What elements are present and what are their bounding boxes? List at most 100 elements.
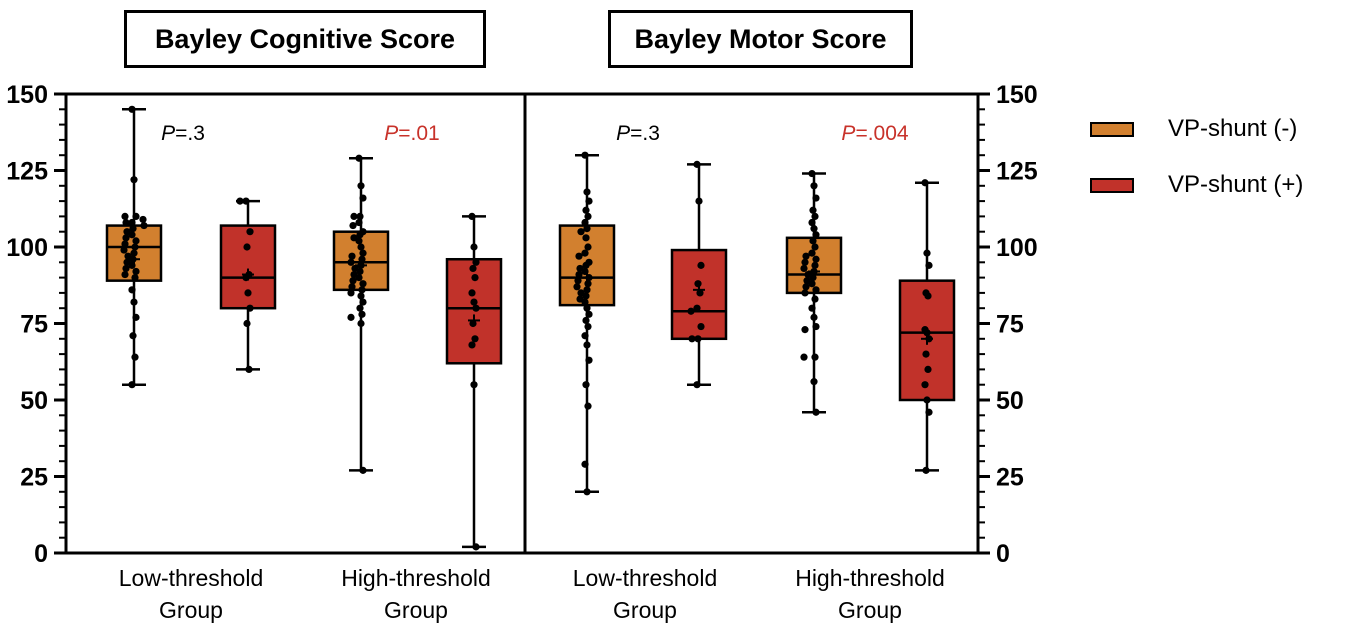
data-point [922,350,930,358]
data-point [925,408,933,416]
data-point [584,212,592,220]
legend: VP-shunt (-) VP-shunt (+) [1090,108,1303,220]
y-tick-label-right-50: 50 [996,387,1024,415]
data-point [357,292,365,300]
x-group-label-motor-1-line-1: Low-threshold [573,565,717,591]
box-motor-g2-shunt-pos [898,179,956,474]
data-point [468,289,476,297]
data-point [801,289,809,297]
data-point [697,261,705,269]
data-point [469,319,477,328]
x-group-label-cognitive-2-line-2: Group [384,597,448,623]
data-point [132,237,140,245]
data-point [357,319,365,328]
data-point [693,381,701,389]
data-point [129,332,137,340]
data-point [584,402,592,410]
data-point [130,298,138,306]
data-point [471,274,479,282]
y-tick-label-right-75: 75 [996,311,1024,339]
data-point [246,228,254,236]
data-point [800,264,808,273]
data-point [584,280,592,288]
data-point [130,249,138,257]
box-motor-g2-shunt-neg [785,169,843,416]
data-point [582,261,590,269]
data-point [358,255,366,263]
data-point [812,231,820,239]
data-point [472,258,480,266]
data-point [122,234,130,242]
data-point [129,225,137,233]
data-point [470,298,478,306]
data-point [924,365,932,373]
y-tick-label-left-0: 0 [34,540,48,568]
data-point [812,255,820,263]
data-point [359,298,367,306]
x-group-label-cognitive-2-line-1: High-threshold [341,565,491,591]
y-tick-label-left-125: 125 [6,158,48,186]
data-point [811,261,819,269]
data-point [236,197,244,205]
y-tick-label-left-100: 100 [6,234,48,262]
data-point [349,221,357,230]
data-point [122,264,130,273]
data-point [121,212,129,220]
p-value-cognitive-group-1: P=.3 [161,122,205,145]
data-point [583,225,591,233]
data-point [131,353,139,361]
data-point [801,258,809,266]
data-point [348,283,356,291]
data-point [925,335,933,343]
data-point [122,218,130,227]
data-point [810,313,818,321]
data-point [582,381,590,389]
data-point [582,292,590,300]
data-point [356,212,364,220]
box-motor-g1-shunt-pos [670,160,728,389]
data-point [581,267,589,276]
data-point [128,286,136,294]
p-value-motor-group-1: P=.3 [616,122,660,145]
data-point [359,249,367,257]
data-point [811,295,819,303]
data-point [811,243,819,251]
x-group-label-cognitive-1-line-2: Group [159,597,223,623]
data-point [925,261,933,269]
data-point [355,237,363,245]
data-point [348,252,356,260]
data-point [581,332,589,340]
data-point [583,304,591,312]
data-point [810,378,818,386]
data-point [812,194,820,202]
data-point [802,283,810,291]
box-cognitive-g2-shunt-pos [445,212,503,551]
data-point [358,310,366,318]
y-tick-label-right-100: 100 [996,234,1038,262]
data-point [802,252,810,260]
data-point [808,280,816,288]
data-point [809,206,817,214]
plot-frame [64,92,980,555]
data-point [355,274,363,282]
data-point [357,261,365,269]
data-point [808,249,816,257]
data-point [800,353,808,361]
data-point [355,218,363,227]
data-point [695,197,703,205]
data-point [471,335,479,343]
data-point [128,231,136,239]
data-point [922,466,930,474]
data-point [349,277,357,285]
data-point [812,408,820,416]
data-point [575,270,583,279]
data-point [132,212,140,220]
data-point [243,243,251,251]
y-tick-label-left-150: 150 [6,81,48,109]
data-point [347,289,355,297]
data-point [812,286,820,294]
legend-swatch-shunt-positive [1090,177,1134,193]
data-point [128,261,136,269]
x-group-label-cognitive-1-line-1: Low-threshold [119,565,263,591]
